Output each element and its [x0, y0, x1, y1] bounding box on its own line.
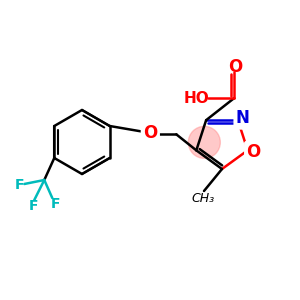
Text: F: F	[14, 178, 24, 192]
Text: O: O	[228, 58, 242, 76]
Text: CH₃: CH₃	[191, 191, 214, 205]
Text: N: N	[236, 109, 250, 127]
Text: O: O	[247, 143, 261, 161]
Text: O: O	[143, 124, 158, 142]
Text: F: F	[28, 199, 38, 213]
Text: HO: HO	[183, 91, 209, 106]
Text: F: F	[50, 197, 60, 211]
Circle shape	[188, 126, 220, 158]
